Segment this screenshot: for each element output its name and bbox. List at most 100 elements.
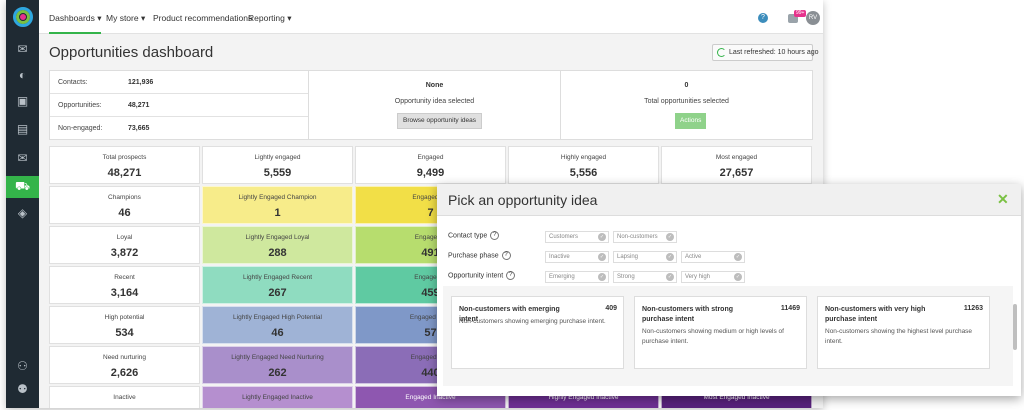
- tab-label: Dashboards: [49, 13, 95, 23]
- idea-value: None: [425, 82, 444, 89]
- cell-lightly-engaged-champion[interactable]: Lightly Engaged Champion 1: [202, 186, 353, 224]
- modal-title: Pick an opportunity idea: [448, 192, 598, 208]
- card-count: 11263: [963, 305, 983, 312]
- check-icon: ✓: [598, 233, 606, 241]
- close-icon[interactable]: ✕: [997, 191, 1009, 207]
- cell-value: 3,164: [110, 287, 139, 299]
- check-icon: ✓: [734, 253, 742, 261]
- cell-value: 9,499: [416, 167, 445, 179]
- tab-my-store[interactable]: My store ▾: [106, 0, 145, 34]
- card-description: Non-customers showing medium or high lev…: [642, 328, 784, 345]
- cell-value: 46: [118, 207, 131, 219]
- avatar[interactable]: RV: [806, 11, 820, 25]
- idea-card-strong[interactable]: Non-customers with strong purchase inten…: [634, 296, 807, 369]
- chip-strong[interactable]: Strong ✓: [613, 271, 677, 283]
- cell-value: 57: [424, 327, 437, 339]
- cell-lightly-engaged-inactive[interactable]: Lightly Engaged Inactive: [202, 386, 353, 408]
- cell-value: 288: [268, 247, 287, 259]
- cell-lightly-engaged-need-nurturing[interactable]: Lightly Engaged Need Nurturing 262: [202, 346, 353, 384]
- cell-value: 262: [268, 367, 287, 379]
- stat-label: Opportunities:: [58, 102, 102, 109]
- mail-icon[interactable]: ✉: [17, 42, 28, 56]
- cell-label: Lightly engaged: [254, 154, 301, 161]
- cell-need-nurturing[interactable]: Need nurturing 2,626: [49, 346, 200, 384]
- cell-label: Engaged: [417, 154, 444, 161]
- chip-active[interactable]: Active ✓: [681, 251, 745, 263]
- chip-very-high[interactable]: Very high ✓: [681, 271, 745, 283]
- cell-recent[interactable]: Recent 3,164: [49, 266, 200, 304]
- cell-inactive[interactable]: Inactive: [49, 386, 200, 408]
- stat-opportunities: Opportunities: 48,271: [50, 94, 308, 117]
- cell-label: Engaged Nee: [410, 354, 451, 361]
- idea-card-very-high[interactable]: Non-customers with very high purchase in…: [817, 296, 990, 369]
- total-value: 0: [684, 82, 689, 89]
- check-icon: ✓: [598, 253, 606, 261]
- tag-icon[interactable]: ◈: [17, 206, 28, 220]
- cell-lightly-engaged-loyal[interactable]: Lightly Engaged Loyal 288: [202, 226, 353, 264]
- automation-icon[interactable]: ▤: [16, 122, 29, 136]
- chip-label: Non-customers: [617, 234, 658, 240]
- chip-customers[interactable]: Customers ✓: [545, 231, 609, 243]
- cell-label: Engaged Ch: [412, 194, 449, 201]
- cell-value: 3,872: [110, 247, 139, 259]
- chip-inactive[interactable]: Inactive ✓: [545, 251, 609, 263]
- cell-label: Most engaged: [715, 154, 758, 161]
- idea-label: Opportunity idea selected: [394, 98, 475, 105]
- idea-card-emerging[interactable]: Non-customers with emerging intent 409 N…: [451, 296, 624, 369]
- cell-lightly-engaged-recent[interactable]: Lightly Engaged Recent 267: [202, 266, 353, 304]
- filter-purchase-phase-label: Purchase phase?: [448, 251, 511, 260]
- refresh-label: Last refreshed: 10 hours ago: [729, 49, 819, 56]
- chip-label: Active: [685, 254, 702, 260]
- cell-engaged[interactable]: Engaged 9,499: [355, 146, 506, 184]
- chip-label: Strong: [617, 274, 635, 280]
- tab-reporting[interactable]: Reporting ▾: [248, 0, 292, 34]
- help-icon[interactable]: ?: [490, 231, 500, 240]
- card-description: Non-customers showing emerging purchase …: [459, 318, 606, 325]
- tab-product-recommendations[interactable]: Product recommendations: [153, 0, 252, 34]
- chip-label: Customers: [549, 234, 579, 240]
- cell-most-engaged[interactable]: Most engaged 27,657: [661, 146, 812, 184]
- results-scrollbar[interactable]: [1013, 304, 1017, 350]
- stat-value: 48,271: [128, 102, 150, 109]
- opportunity-idea-modal: Pick an opportunity idea ✕ Contact type?…: [437, 184, 1021, 396]
- cell-loyal[interactable]: Loyal 3,872: [49, 226, 200, 264]
- help-icon[interactable]: ?: [506, 271, 516, 280]
- cart-icon[interactable]: ⛟: [6, 176, 39, 198]
- people-flow-icon[interactable]: ⚇: [17, 359, 28, 373]
- tab-label: Reporting: [248, 13, 285, 23]
- actions-button[interactable]: Actions: [675, 113, 707, 129]
- chip-lapsing[interactable]: Lapsing ✓: [613, 251, 677, 263]
- logo-icon[interactable]: [13, 7, 33, 27]
- cell-label: Engaged Inactive: [405, 394, 456, 401]
- browse-ideas-button[interactable]: Browse opportunity ideas: [397, 113, 482, 129]
- cell-label: Engaged L: [414, 234, 447, 241]
- filter-label-text: Opportunity intent: [448, 272, 504, 280]
- notification-icon[interactable]: [788, 14, 798, 23]
- help-icon[interactable]: ?: [758, 13, 768, 23]
- tab-dashboards[interactable]: Dashboards ▾: [49, 0, 102, 34]
- chip-label: Inactive: [549, 254, 570, 260]
- cell-label: Engaged High: [409, 314, 452, 321]
- cell-lightly-engaged-high-potential[interactable]: Lightly Engaged High Potential 46: [202, 306, 353, 344]
- stat-label: Contacts:: [58, 79, 88, 86]
- chip-label: Lapsing: [617, 254, 639, 260]
- cell-total-prospects[interactable]: Total prospects 48,271: [49, 146, 200, 184]
- chip-non-customers[interactable]: Non-customers ✓: [613, 231, 677, 243]
- chip-label: Emerging: [549, 274, 575, 280]
- cell-value: 440: [421, 367, 440, 379]
- user-settings-icon[interactable]: ⚉: [17, 382, 28, 396]
- pie-icon[interactable]: ◐: [18, 68, 27, 82]
- refresh-button[interactable]: Last refreshed: 10 hours ago: [712, 44, 819, 61]
- cell-high-potential[interactable]: High potential 534: [49, 306, 200, 344]
- cell-highly-engaged[interactable]: Highly engaged 5,556: [508, 146, 659, 184]
- check-icon: ✓: [598, 273, 606, 281]
- email-icon[interactable]: ✉: [17, 151, 28, 165]
- cell-lightly-engaged[interactable]: Lightly engaged 5,559: [202, 146, 353, 184]
- screen-icon[interactable]: ▣: [16, 94, 29, 108]
- check-icon: ✓: [666, 233, 674, 241]
- cell-champions[interactable]: Champions 46: [49, 186, 200, 224]
- stat-label: Non-engaged:: [58, 125, 103, 132]
- chip-emerging[interactable]: Emerging ✓: [545, 271, 609, 283]
- help-icon[interactable]: ?: [501, 251, 511, 260]
- cell-label: Lightly Engaged Inactive: [242, 394, 313, 401]
